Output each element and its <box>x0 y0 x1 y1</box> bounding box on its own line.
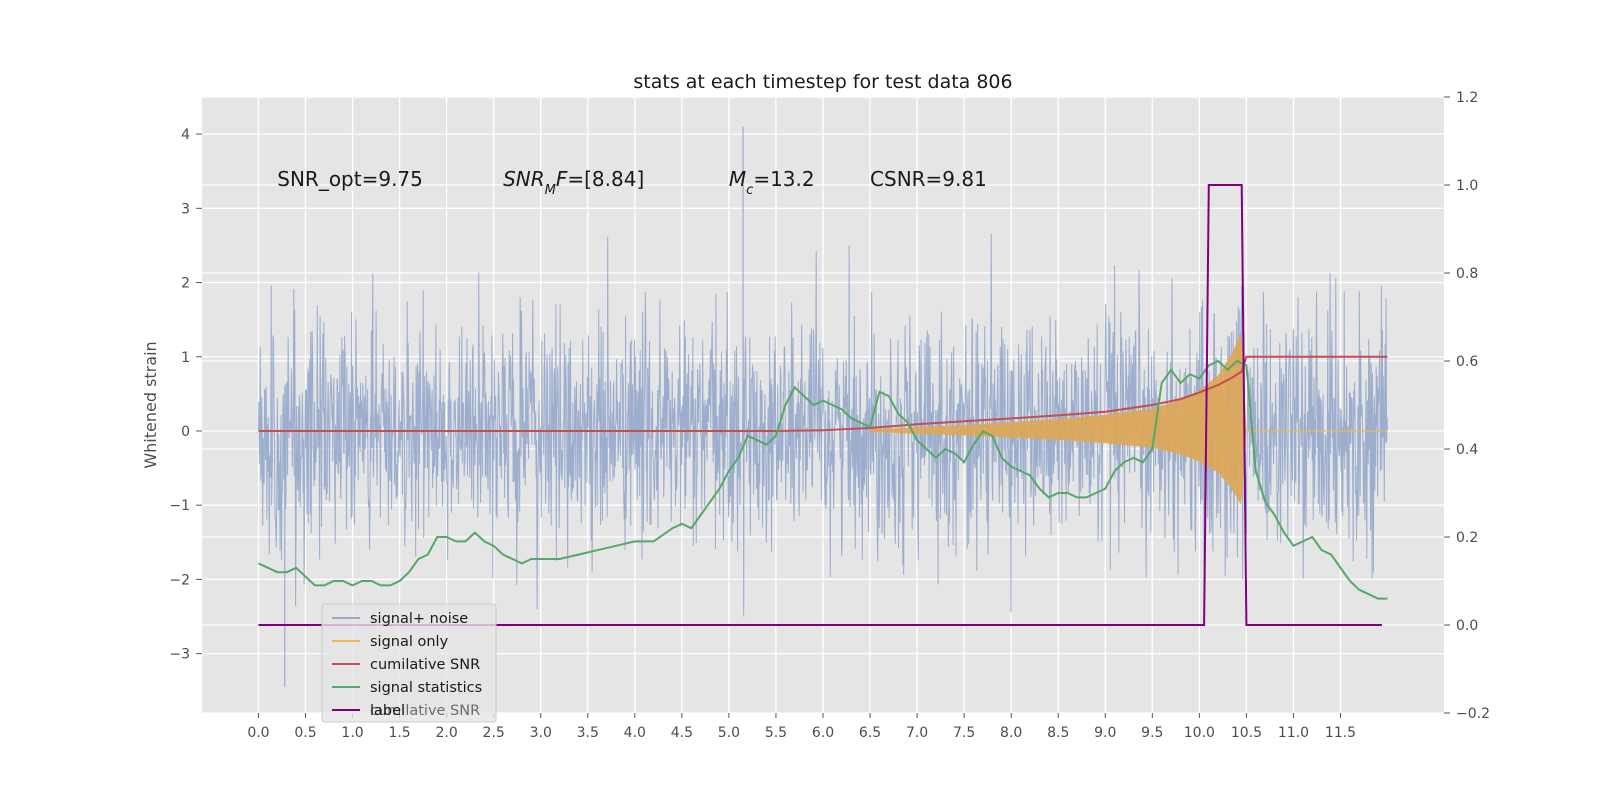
y2-tick-label: 0.2 <box>1456 530 1478 546</box>
x-tick-label: 3.0 <box>530 725 552 741</box>
plot-series-group <box>258 126 1388 688</box>
annotation-text: Mc=13.2 <box>729 167 815 198</box>
y-tick-label: −1 <box>169 498 190 514</box>
x-tick-label: 7.5 <box>953 725 975 741</box>
x-tick-label: 5.5 <box>765 725 787 741</box>
legend-entry-label: signal statistics <box>370 680 482 696</box>
signal-only-envelope <box>870 333 1247 505</box>
y-tick-label: −2 <box>169 572 190 588</box>
label-line <box>258 184 1382 626</box>
chart-title: stats at each timestep for test data 806 <box>633 71 1012 93</box>
annotation-text: SNR_opt=9.75 <box>277 167 423 191</box>
y2-tick-label: 0.4 <box>1456 442 1478 458</box>
legend-entry-label: signal only <box>370 634 449 650</box>
x-tick-label: 10.5 <box>1231 725 1262 741</box>
x-tick-label: 0.0 <box>247 725 269 741</box>
x-tick-label: 9.0 <box>1094 725 1116 741</box>
x-tick-label: 2.0 <box>436 725 458 741</box>
x-tick-label: 6.5 <box>859 725 881 741</box>
y-tick-label: 1 <box>181 350 190 366</box>
axes: 0.0 0.5 1.0 1.5 2.0 2.5 3.0 3.5 4.0 4.5 5.0 5.5 6.0 6… <box>169 90 1490 741</box>
legend: cumilative SNR signal+ noise signal only cu… <box>321 603 497 723</box>
y2-tick-label: 1.2 <box>1456 90 1478 106</box>
cumulative-snr-line <box>258 355 1388 432</box>
x-tick-label: 8.0 <box>1000 725 1022 741</box>
legend-entry-label: cumilative SNR <box>370 657 480 673</box>
y2-tick-label: 0.8 <box>1456 266 1478 282</box>
x-tick-label: 7.0 <box>906 725 928 741</box>
signal-noise-line <box>258 233 1388 617</box>
x-tick-label: 5.0 <box>718 725 740 741</box>
y-tick-label: 0 <box>181 424 190 440</box>
y2-tick-label: −0.2 <box>1456 706 1490 722</box>
x-tick-label: 10.0 <box>1184 725 1215 741</box>
x-tick-label: 6.0 <box>812 725 834 741</box>
y2-tick-label: 0.6 <box>1456 354 1478 370</box>
legend-entry-label: signal+ noise <box>370 611 468 627</box>
x-tick-label: 11.5 <box>1325 725 1356 741</box>
y-tick-label: 3 <box>181 201 190 217</box>
x-tick-label: 3.5 <box>577 725 599 741</box>
x-tick-label: 2.5 <box>483 725 505 741</box>
signal-statistics-line <box>258 359 1388 600</box>
x-tick-label: 8.5 <box>1047 725 1069 741</box>
legend-box <box>321 603 497 723</box>
annotation-text: CSNR=9.81 <box>870 167 987 191</box>
x-tick-label: 0.5 <box>294 725 316 741</box>
x-tick-label: 4.0 <box>624 725 646 741</box>
y2-tick-label: 0.0 <box>1456 618 1478 634</box>
x-tick-label: 11.0 <box>1278 725 1309 741</box>
legend-ghost-text: cumilative SNR <box>370 703 480 719</box>
series-layer <box>258 126 1388 688</box>
x-tick-label: 1.0 <box>341 725 363 741</box>
y-tick-label: 2 <box>181 276 190 292</box>
y-tick-label: −3 <box>169 647 190 663</box>
legend-entry-label: label <box>370 703 405 719</box>
y2-tick-label: 1.0 <box>1456 178 1478 194</box>
annotation-text: SNRMF=[8.84] <box>503 167 644 198</box>
y-axis-label: Whitened strain <box>141 341 160 468</box>
x-tick-label: 4.5 <box>671 725 693 741</box>
y-tick-label: 4 <box>181 127 190 143</box>
annotations: SNR_opt=9.75 SNRMF=[8.84] Mc=13.2 CSNR=9.81 <box>277 167 987 198</box>
x-tick-label: 1.5 <box>388 725 410 741</box>
x-tick-label: 9.5 <box>1141 725 1163 741</box>
